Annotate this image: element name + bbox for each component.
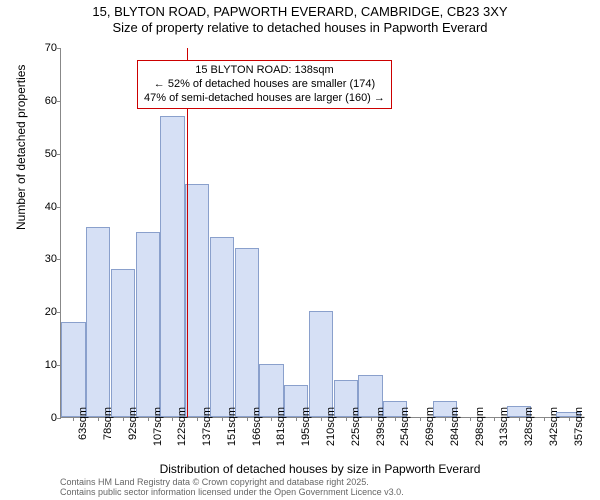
- x-tick-mark: [271, 417, 272, 421]
- x-tick-mark: [98, 417, 99, 421]
- chart-area: 01020304050607063sqm78sqm92sqm107sqm122s…: [60, 48, 580, 418]
- annotation-line: 47% of semi-detached houses are larger (…: [144, 92, 385, 106]
- footer-attribution: Contains HM Land Registry data © Crown c…: [60, 478, 404, 498]
- histogram-bar: [61, 322, 85, 417]
- y-tick-mark: [57, 312, 61, 313]
- y-tick-mark: [57, 154, 61, 155]
- y-tick-mark: [57, 418, 61, 419]
- x-tick-mark: [296, 417, 297, 421]
- y-tick-mark: [57, 207, 61, 208]
- x-tick-label: 284sqm: [449, 407, 461, 451]
- x-tick-mark: [321, 417, 322, 421]
- x-tick-mark: [395, 417, 396, 421]
- y-tick-label: 60: [31, 95, 57, 107]
- y-tick-label: 50: [31, 148, 57, 160]
- x-tick-mark: [494, 417, 495, 421]
- x-tick-mark: [73, 417, 74, 421]
- histogram-bar: [136, 232, 160, 417]
- x-tick-mark: [346, 417, 347, 421]
- histogram-bar: [111, 269, 135, 417]
- histogram-bar: [160, 116, 184, 417]
- y-tick-label: 20: [31, 306, 57, 318]
- annotation-line: ← 52% of detached houses are smaller (17…: [144, 78, 385, 92]
- x-tick-mark: [470, 417, 471, 421]
- title-line1: 15, BLYTON ROAD, PAPWORTH EVERARD, CAMBR…: [0, 4, 600, 19]
- x-tick-mark: [371, 417, 372, 421]
- histogram-bar: [309, 311, 333, 417]
- y-tick-label: 40: [31, 201, 57, 213]
- x-tick-mark: [197, 417, 198, 421]
- x-axis-label: Distribution of detached houses by size …: [60, 462, 580, 476]
- x-tick-mark: [544, 417, 545, 421]
- x-tick-mark: [123, 417, 124, 421]
- y-tick-label: 30: [31, 253, 57, 265]
- title-block: 15, BLYTON ROAD, PAPWORTH EVERARD, CAMBR…: [0, 0, 600, 35]
- histogram-bar: [86, 227, 110, 417]
- x-tick-mark: [172, 417, 173, 421]
- y-axis-label: Number of detached properties: [14, 65, 28, 230]
- footer-line2: Contains public sector information licen…: [60, 488, 404, 498]
- title-line2: Size of property relative to detached ho…: [0, 20, 600, 35]
- x-tick-mark: [420, 417, 421, 421]
- x-tick-mark: [519, 417, 520, 421]
- histogram-plot: 01020304050607063sqm78sqm92sqm107sqm122s…: [60, 48, 580, 418]
- x-tick-label: 357sqm: [573, 407, 585, 451]
- x-tick-mark: [445, 417, 446, 421]
- y-tick-mark: [57, 259, 61, 260]
- histogram-bar: [185, 184, 209, 417]
- x-tick-mark: [148, 417, 149, 421]
- y-tick-label: 70: [31, 42, 57, 54]
- x-tick-label: 328sqm: [523, 407, 535, 451]
- y-tick-label: 10: [31, 359, 57, 371]
- x-tick-mark: [247, 417, 248, 421]
- histogram-bar: [210, 237, 234, 417]
- annotation-line: 15 BLYTON ROAD: 138sqm: [144, 64, 385, 78]
- histogram-bar: [235, 248, 259, 417]
- x-tick-mark: [222, 417, 223, 421]
- x-tick-label: 298sqm: [474, 407, 486, 451]
- y-tick-mark: [57, 101, 61, 102]
- x-tick-mark: [569, 417, 570, 421]
- y-tick-label: 0: [31, 412, 57, 424]
- y-tick-mark: [57, 48, 61, 49]
- x-tick-label: 254sqm: [399, 407, 411, 451]
- annotation-box: 15 BLYTON ROAD: 138sqm← 52% of detached …: [137, 60, 392, 109]
